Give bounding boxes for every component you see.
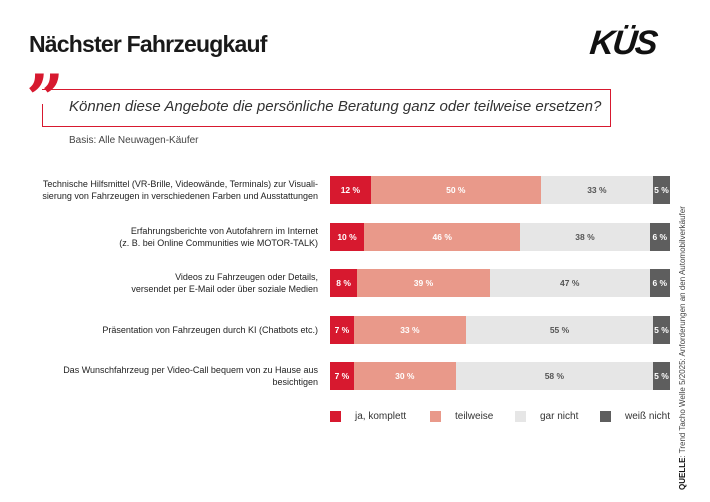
data-label: 38 % xyxy=(575,232,595,242)
bar-segment: 7 % xyxy=(330,362,354,390)
legend-item: gar nicht xyxy=(515,411,578,422)
bar-segment: 33 % xyxy=(540,176,653,204)
bar-segment: 12 % xyxy=(330,176,371,204)
data-label: 55 % xyxy=(549,325,570,335)
data-label: 50 % xyxy=(446,185,466,195)
category-label: Technische Hilfsmittel (VR-Brille, Video… xyxy=(42,179,318,201)
data-label: 30 % xyxy=(395,371,415,381)
source-note: QUELLE: Trend Tacho Welle 5/2025: Anford… xyxy=(678,206,687,490)
bar-segment: 50 % xyxy=(370,176,541,204)
data-label: 10 % xyxy=(337,232,357,242)
bar-segment: 5 % xyxy=(653,176,670,204)
legend-item: weiß nicht xyxy=(600,411,670,422)
data-label: 46 % xyxy=(432,232,452,242)
category-label: Das Wunschfahrzeug per Video-Call bequem… xyxy=(63,365,318,387)
bar-segment: 5 % xyxy=(653,316,670,344)
bar-segment: 7 % xyxy=(330,316,354,344)
data-label: 7 % xyxy=(334,325,350,335)
question-box-left-border xyxy=(42,104,43,126)
bar-segment: 58 % xyxy=(455,362,653,390)
data-label: 39 % xyxy=(413,278,434,288)
bar-segment: 10 % xyxy=(330,223,364,251)
bar-segment: 38 % xyxy=(520,223,650,251)
bar-segment: 6 % xyxy=(649,223,670,251)
data-label: 33 % xyxy=(587,185,607,195)
data-label: 47 % xyxy=(560,278,580,288)
category-label: Erfahrungsberichte von Autofahrern im In… xyxy=(119,226,318,248)
legend-label: weiß nicht xyxy=(625,411,671,422)
source-text: : Trend Tacho Welle 5/2025: Anforderunge… xyxy=(678,206,687,458)
category-label: Videos zu Fahrzeugen oder Details, versen… xyxy=(131,272,318,294)
category-label: Präsentation von Fahrzeugen durch KI (Ch… xyxy=(102,325,318,335)
data-label: 5 % xyxy=(654,325,669,335)
legend-swatch xyxy=(430,411,441,422)
bar-segment: 8 % xyxy=(330,269,358,297)
bar-segment: 55 % xyxy=(466,316,653,344)
data-label: 12 % xyxy=(340,185,361,195)
bar-segment: 5 % xyxy=(653,362,670,390)
legend-item: ja, komplett xyxy=(330,411,406,422)
source-label: QUELLE xyxy=(678,457,687,490)
data-label: 33 % xyxy=(400,325,420,335)
bar-segment: 46 % xyxy=(364,223,521,251)
data-label: 5 % xyxy=(654,371,669,381)
legend-swatch xyxy=(330,411,341,422)
bar-segment: 33 % xyxy=(353,316,466,344)
data-label: 58 % xyxy=(544,371,565,381)
legend-swatch xyxy=(515,411,526,422)
basis-text: Basis: Alle Neuwagen-Käufer xyxy=(69,135,199,146)
legend-label: gar nicht xyxy=(540,411,579,422)
legend-swatch xyxy=(600,411,611,422)
bar-segment: 6 % xyxy=(649,269,670,297)
data-label: 7 % xyxy=(334,371,350,381)
legend-label: ja, komplett xyxy=(355,411,407,422)
question-box xyxy=(42,89,611,127)
question-text: Können diese Angebote die persönliche Be… xyxy=(69,98,602,115)
data-label: 5 % xyxy=(654,185,669,195)
bar-segment: 39 % xyxy=(357,269,490,297)
bar-segment: 47 % xyxy=(489,269,650,297)
kues-logo: KÜS xyxy=(588,24,658,62)
data-label: 6 % xyxy=(652,278,668,288)
data-label: 6 % xyxy=(652,232,668,242)
bar-segment: 30 % xyxy=(353,362,456,390)
quote-icon: ” xyxy=(26,60,64,138)
legend-item: teilweise xyxy=(430,411,493,422)
page-title: Nächster Fahrzeugkauf xyxy=(29,31,267,57)
legend-label: teilweise xyxy=(455,411,494,422)
data-label: 8 % xyxy=(336,278,351,288)
